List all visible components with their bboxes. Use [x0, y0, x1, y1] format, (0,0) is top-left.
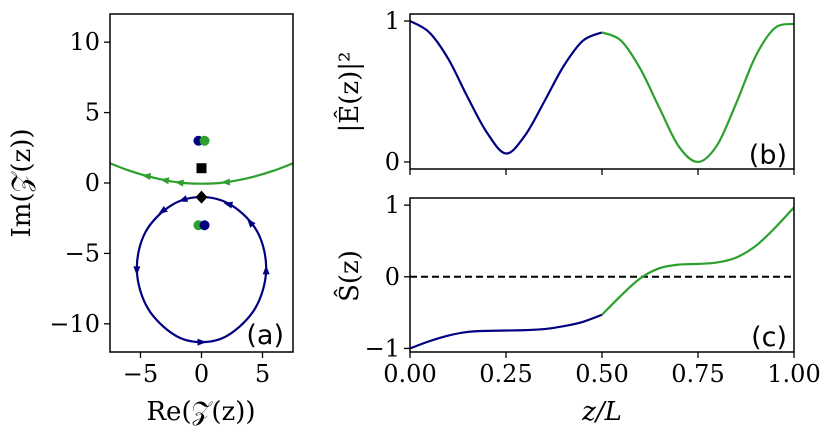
green-direction-arrow [159, 177, 170, 185]
blue-direction-arrow [133, 266, 141, 276]
x-tick-label: 0.50 [575, 360, 628, 388]
y-tick-label: 1 [385, 7, 400, 35]
panel-c-plot-area [410, 206, 794, 350]
panel-c-xlabel: z/L [581, 397, 622, 427]
panel-a-ticks: −5 0 5 10 5 0 −5 −10 [49, 28, 270, 388]
blue-direction-arrow [158, 206, 168, 215]
x-tick-label: 0.00 [383, 360, 436, 388]
panel-a: −5 0 5 10 5 0 −5 −10 (a) Re(𝒵(z)) Im(𝒵(z)) [7, 13, 294, 427]
y-tick-label: 0 [385, 263, 400, 291]
panel-c-label: (c) [751, 322, 787, 353]
panel-c-frame [409, 197, 795, 353]
black-diamond [195, 190, 208, 204]
green-direction-arrow [141, 173, 152, 180]
y-tick-label: 10 [69, 28, 100, 56]
panel-b-ticks: 01 [385, 7, 795, 176]
S-blue-line [410, 313, 603, 350]
blue-dot-lower [199, 220, 210, 231]
y-tick-label: 1 [385, 191, 400, 219]
panel-b-ylabel: |Ê(z)|² [333, 52, 365, 133]
panel-c-ticks: 0.00 0.25 0.50 0.75 1.00 1 0 −1 [365, 191, 821, 388]
S-green-line [601, 206, 794, 316]
green-direction-arrow [220, 178, 231, 186]
panel-c-ylabel: Ŝ(z) [333, 250, 365, 302]
x-tick-label: −5 [123, 360, 158, 388]
y-tick-label: 5 [85, 99, 100, 127]
blue-direction-arrow [197, 338, 207, 346]
y-tick-label: −5 [65, 239, 100, 267]
panel-c: 0.00 0.25 0.50 0.75 1.00 1 0 −1 (c) z/L Ŝ(z) [333, 191, 821, 427]
E-blue-line [410, 20, 603, 155]
x-tick-label: 0.75 [671, 360, 724, 388]
green-trajectory-line [110, 162, 293, 185]
panel-a-label: (a) [246, 320, 284, 351]
panel-b-label: (b) [749, 140, 787, 171]
panel-a-ylabel: Im(𝒵(z)) [7, 129, 37, 238]
x-tick-label: 0.25 [479, 360, 532, 388]
panel-b-frame [409, 13, 795, 170]
E-green-line [601, 22, 794, 164]
blue-direction-arrow [247, 218, 256, 228]
y-tick-label: 0 [85, 169, 100, 197]
x-tick-label: 5 [255, 360, 270, 388]
panel-b-plot-area [410, 20, 794, 164]
panel-a-xlabel: Re(𝒵(z)) [146, 397, 255, 427]
green-dot-upper [199, 135, 210, 146]
blue-direction-arrow [178, 195, 189, 202]
y-tick-label: 0 [385, 148, 400, 176]
green-direction-arrow [174, 179, 184, 187]
x-tick-label: 0 [194, 360, 209, 388]
panel-a-plot-area [110, 135, 293, 346]
y-tick-label: −10 [49, 310, 100, 338]
y-tick-label: −1 [365, 334, 400, 362]
x-tick-label: 1.00 [767, 360, 820, 388]
panel-b: 01 (b) |Ê(z)|² [333, 7, 795, 176]
black-square [196, 163, 207, 174]
blue-direction-arrow [223, 201, 234, 209]
blue-direction-arrow [262, 265, 270, 275]
